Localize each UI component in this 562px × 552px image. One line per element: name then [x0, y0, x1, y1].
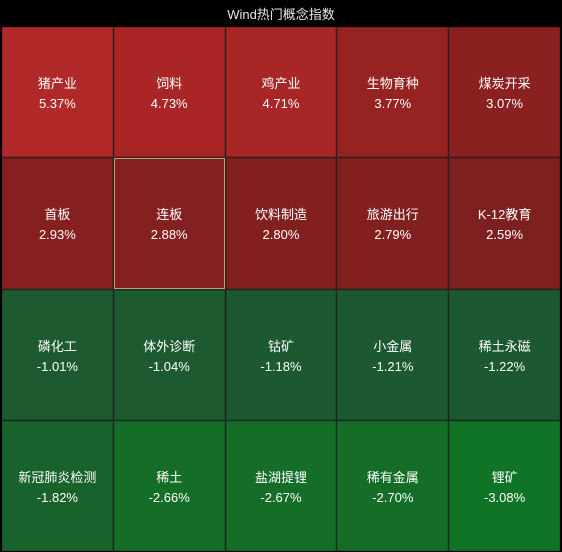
cell-value: 2.88%: [151, 227, 188, 242]
cell-value: -1.04%: [149, 359, 190, 374]
heatmap-cell[interactable]: 首板 2.93%: [2, 158, 113, 288]
cell-value: -3.08%: [484, 490, 525, 505]
cell-name: 体外诊断: [143, 336, 195, 355]
chart-title: Wind热门概念指数: [0, 0, 562, 27]
heatmap-cell[interactable]: 新冠肺炎检测 -1.82%: [2, 421, 113, 551]
heatmap-cell[interactable]: 稀土 -2.66%: [114, 421, 225, 551]
cell-value: -1.18%: [260, 359, 301, 374]
cell-value: 4.73%: [151, 96, 188, 111]
cell-value: 2.80%: [263, 227, 300, 242]
cell-value: -1.21%: [372, 359, 413, 374]
cell-value: 2.59%: [486, 227, 523, 242]
cell-name: 饲料: [156, 73, 182, 92]
cell-name: 首板: [44, 204, 70, 223]
cell-value: -1.01%: [37, 359, 78, 374]
cell-name: 稀土: [156, 467, 182, 486]
cell-name: 稀土永磁: [479, 336, 531, 355]
heatmap-cell[interactable]: 饲料 4.73%: [114, 27, 225, 157]
heatmap-cell[interactable]: K-12教育 2.59%: [449, 158, 560, 288]
cell-name: 煤炭开采: [479, 73, 531, 92]
heatmap-container: Wind热门概念指数 猪产业 5.37% 饲料 4.73% 鸡产业 4.71% 生物育种 3.…: [0, 0, 562, 552]
cell-name: 稀有金属: [367, 467, 419, 486]
cell-name: 新冠肺炎检测: [18, 467, 96, 486]
heatmap-cell[interactable]: 饮料制造 2.80%: [226, 158, 337, 288]
cell-value: 2.79%: [374, 227, 411, 242]
cell-value: 3.07%: [486, 96, 523, 111]
cell-name: 鸡产业: [261, 73, 300, 92]
cell-value: -1.82%: [37, 490, 78, 505]
cell-name: 生物育种: [367, 73, 419, 92]
heatmap-cell[interactable]: 锂矿 -3.08%: [449, 421, 560, 551]
cell-name: 猪产业: [38, 73, 77, 92]
cell-value: 3.77%: [374, 96, 411, 111]
heatmap-cell[interactable]: 连板 2.88%: [114, 158, 225, 288]
cell-name: 旅游出行: [367, 204, 419, 223]
heatmap-cell[interactable]: 旅游出行 2.79%: [337, 158, 448, 288]
cell-name: 饮料制造: [255, 204, 307, 223]
heatmap-cell[interactable]: 钴矿 -1.18%: [226, 290, 337, 420]
cell-value: -2.70%: [372, 490, 413, 505]
heatmap-cell[interactable]: 体外诊断 -1.04%: [114, 290, 225, 420]
heatmap-cell[interactable]: 猪产业 5.37%: [2, 27, 113, 157]
heatmap-cell[interactable]: 稀有金属 -2.70%: [337, 421, 448, 551]
cell-value: 5.37%: [39, 96, 76, 111]
cell-name: 小金属: [373, 336, 412, 355]
cell-name: 磷化工: [38, 336, 77, 355]
cell-value: 4.71%: [263, 96, 300, 111]
heatmap-cell[interactable]: 鸡产业 4.71%: [226, 27, 337, 157]
heatmap-cell[interactable]: 稀土永磁 -1.22%: [449, 290, 560, 420]
cell-value: -2.67%: [260, 490, 301, 505]
cell-value: -2.66%: [149, 490, 190, 505]
cell-value: 2.93%: [39, 227, 76, 242]
cell-name: 连板: [156, 204, 182, 223]
cell-name: 锂矿: [492, 467, 518, 486]
cell-name: K-12教育: [478, 204, 531, 223]
heatmap-grid: 猪产业 5.37% 饲料 4.73% 鸡产业 4.71% 生物育种 3.77% 煤炭开采 3.07…: [2, 27, 560, 551]
heatmap-cell[interactable]: 小金属 -1.21%: [337, 290, 448, 420]
heatmap-cell[interactable]: 煤炭开采 3.07%: [449, 27, 560, 157]
cell-name: 盐湖提锂: [255, 467, 307, 486]
heatmap-cell[interactable]: 生物育种 3.77%: [337, 27, 448, 157]
heatmap-cell[interactable]: 盐湖提锂 -2.67%: [226, 421, 337, 551]
cell-name: 钴矿: [268, 336, 294, 355]
heatmap-cell[interactable]: 磷化工 -1.01%: [2, 290, 113, 420]
cell-value: -1.22%: [484, 359, 525, 374]
